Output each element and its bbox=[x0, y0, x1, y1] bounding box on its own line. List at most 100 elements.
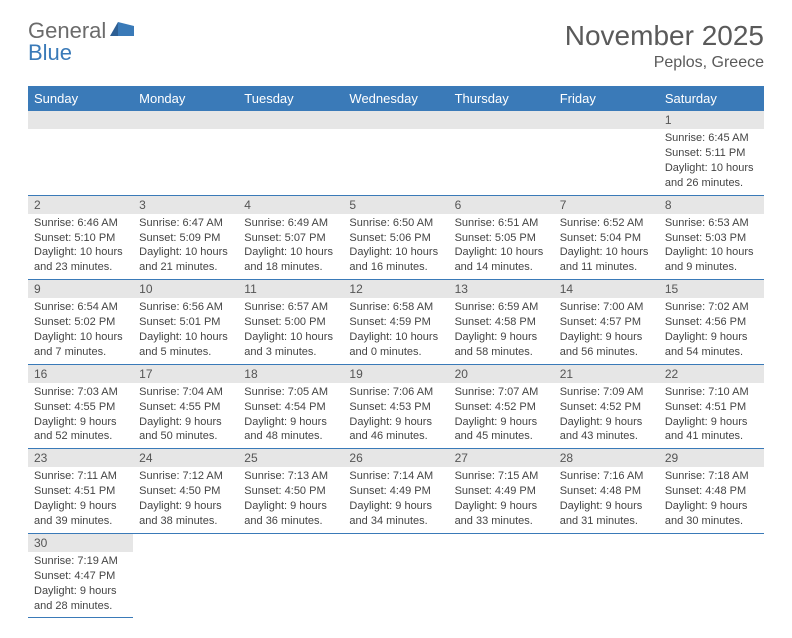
calendar-cell: 27Sunrise: 7:15 AMSunset: 4:49 PMDayligh… bbox=[449, 449, 554, 534]
calendar-week-row: 9 Sunrise: 6:54 AMSunset: 5:02 PM Daylight… bbox=[28, 280, 764, 365]
daylight-text: Daylight: 9 hours and 38 minutes. bbox=[139, 499, 232, 529]
daylight-text: Daylight: 9 hours and 52 minutes. bbox=[34, 415, 127, 445]
day-details: Sunrise: 7:03 AMSunset: 4:55 PMDaylight:… bbox=[28, 383, 133, 448]
day-details: Sunrise: 7:13 AMSunset: 4:50 PMDaylight:… bbox=[238, 467, 343, 532]
day-details: Sunrise: 7:09 AMSunset: 4:52 PMDaylight:… bbox=[554, 383, 659, 448]
sunrise-text: Sunrise: 6:51 AM bbox=[455, 216, 548, 231]
day-number: 5 bbox=[343, 196, 448, 214]
sunset-text: Sunset: 4:51 PM bbox=[665, 400, 758, 415]
day-number: 7 bbox=[554, 196, 659, 214]
day-number: 9 bbox=[28, 280, 133, 298]
day-header: Tuesday bbox=[238, 86, 343, 111]
day-details: Sunrise: 6:58 AMSunset: 4:59 PMDaylight:… bbox=[343, 298, 448, 363]
sunset-text: Sunset: 4:50 PM bbox=[139, 484, 232, 499]
calendar-cell bbox=[238, 533, 343, 618]
daylight-text: Daylight: 9 hours and 58 minutes. bbox=[455, 330, 548, 360]
logo-text-2: Blue bbox=[28, 42, 136, 64]
sunset-text: Sunset: 4:49 PM bbox=[349, 484, 442, 499]
sunrise-text: Sunrise: 7:18 AM bbox=[665, 469, 758, 484]
sunset-text: Sunset: 4:56 PM bbox=[665, 315, 758, 330]
logo: General Blue bbox=[28, 20, 136, 64]
sunset-text: Sunset: 4:47 PM bbox=[34, 569, 127, 584]
calendar-cell bbox=[133, 111, 238, 195]
daylight-text: Daylight: 9 hours and 41 minutes. bbox=[665, 415, 758, 445]
day-number: 16 bbox=[28, 365, 133, 383]
calendar-cell: 16Sunrise: 7:03 AMSunset: 4:55 PMDayligh… bbox=[28, 364, 133, 449]
day-number: 19 bbox=[343, 365, 448, 383]
calendar-cell: 11Sunrise: 6:57 AMSunset: 5:00 PMDayligh… bbox=[238, 280, 343, 365]
daylight-text: Daylight: 9 hours and 46 minutes. bbox=[349, 415, 442, 445]
sunset-text: Sunset: 5:03 PM bbox=[665, 231, 758, 246]
sunrise-text: Sunrise: 7:04 AM bbox=[139, 385, 232, 400]
day-header: Wednesday bbox=[343, 86, 448, 111]
calendar-cell: 22Sunrise: 7:10 AMSunset: 4:51 PMDayligh… bbox=[659, 364, 764, 449]
sunrise-text: Sunrise: 7:16 AM bbox=[560, 469, 653, 484]
sunset-text: Sunset: 5:02 PM bbox=[34, 315, 127, 330]
calendar-cell: 18Sunrise: 7:05 AMSunset: 4:54 PMDayligh… bbox=[238, 364, 343, 449]
day-number: 4 bbox=[238, 196, 343, 214]
day-number: 20 bbox=[449, 365, 554, 383]
sunrise-text: Sunrise: 7:13 AM bbox=[244, 469, 337, 484]
calendar-cell: 5Sunrise: 6:50 AMSunset: 5:06 PMDaylight… bbox=[343, 195, 448, 280]
sunrise-text: Sunrise: 6:53 AM bbox=[665, 216, 758, 231]
location-label: Peplos, Greece bbox=[565, 54, 764, 72]
day-details: Sunrise: 7:19 AMSunset: 4:47 PMDaylight:… bbox=[28, 552, 133, 617]
calendar-header-row: SundayMondayTuesdayWednesdayThursdayFrid… bbox=[28, 86, 764, 111]
sunset-text: Sunset: 5:05 PM bbox=[455, 231, 548, 246]
day-number: 18 bbox=[238, 365, 343, 383]
sunset-text: Sunset: 5:11 PM bbox=[665, 146, 758, 161]
day-number: 11 bbox=[238, 280, 343, 298]
day-header: Monday bbox=[133, 86, 238, 111]
day-details: Sunrise: 7:11 AMSunset: 4:51 PMDaylight:… bbox=[28, 467, 133, 532]
calendar-cell: 14Sunrise: 7:00 AMSunset: 4:57 PMDayligh… bbox=[554, 280, 659, 365]
day-details: Sunrise: 7:07 AMSunset: 4:52 PMDaylight:… bbox=[449, 383, 554, 448]
sunrise-text: Sunrise: 7:10 AM bbox=[665, 385, 758, 400]
sunset-text: Sunset: 5:00 PM bbox=[244, 315, 337, 330]
day-number: 26 bbox=[343, 449, 448, 467]
sunrise-text: Sunrise: 7:07 AM bbox=[455, 385, 548, 400]
daylight-text: Daylight: 9 hours and 36 minutes. bbox=[244, 499, 337, 529]
calendar-cell bbox=[659, 533, 764, 618]
calendar-week-row: 2Sunrise: 6:46 AMSunset: 5:10 PMDaylight… bbox=[28, 195, 764, 280]
daylight-text: Daylight: 9 hours and 39 minutes. bbox=[34, 499, 127, 529]
sunset-text: Sunset: 4:50 PM bbox=[244, 484, 337, 499]
sunset-text: Sunset: 5:04 PM bbox=[560, 231, 653, 246]
daylight-text: Daylight: 10 hours and 23 minutes. bbox=[34, 245, 127, 275]
day-number: 1 bbox=[659, 111, 764, 129]
daylight-text: Daylight: 9 hours and 33 minutes. bbox=[455, 499, 548, 529]
day-header: Friday bbox=[554, 86, 659, 111]
day-number-bar bbox=[28, 111, 133, 129]
day-details: Sunrise: 7:05 AMSunset: 4:54 PMDaylight:… bbox=[238, 383, 343, 448]
daylight-text: Daylight: 9 hours and 28 minutes. bbox=[34, 584, 127, 614]
calendar-cell: 13Sunrise: 6:59 AMSunset: 4:58 PMDayligh… bbox=[449, 280, 554, 365]
daylight-text: Daylight: 10 hours and 21 minutes. bbox=[139, 245, 232, 275]
sunrise-text: Sunrise: 6:46 AM bbox=[34, 216, 127, 231]
calendar-cell: 19Sunrise: 7:06 AMSunset: 4:53 PMDayligh… bbox=[343, 364, 448, 449]
daylight-text: Daylight: 10 hours and 26 minutes. bbox=[665, 161, 758, 191]
daylight-text: Daylight: 9 hours and 50 minutes. bbox=[139, 415, 232, 445]
day-number: 15 bbox=[659, 280, 764, 298]
sunrise-text: Sunrise: 6:54 AM bbox=[34, 300, 127, 315]
sunset-text: Sunset: 5:09 PM bbox=[139, 231, 232, 246]
sunrise-text: Sunrise: 7:06 AM bbox=[349, 385, 442, 400]
sunrise-text: Sunrise: 7:00 AM bbox=[560, 300, 653, 315]
sunrise-text: Sunrise: 7:19 AM bbox=[34, 554, 127, 569]
calendar-cell bbox=[133, 533, 238, 618]
calendar-cell bbox=[343, 533, 448, 618]
day-number: 2 bbox=[28, 196, 133, 214]
sunrise-text: Sunrise: 7:09 AM bbox=[560, 385, 653, 400]
daylight-text: Daylight: 9 hours and 30 minutes. bbox=[665, 499, 758, 529]
daylight-text: Daylight: 10 hours and 3 minutes. bbox=[244, 330, 337, 360]
day-details: Sunrise: 7:06 AMSunset: 4:53 PMDaylight:… bbox=[343, 383, 448, 448]
calendar-cell: 8Sunrise: 6:53 AMSunset: 5:03 PMDaylight… bbox=[659, 195, 764, 280]
calendar-week-row: 23Sunrise: 7:11 AMSunset: 4:51 PMDayligh… bbox=[28, 449, 764, 534]
day-number: 25 bbox=[238, 449, 343, 467]
sunset-text: Sunset: 4:55 PM bbox=[34, 400, 127, 415]
day-header: Saturday bbox=[659, 86, 764, 111]
daylight-text: Daylight: 10 hours and 14 minutes. bbox=[455, 245, 548, 275]
calendar-cell: 20Sunrise: 7:07 AMSunset: 4:52 PMDayligh… bbox=[449, 364, 554, 449]
day-number: 10 bbox=[133, 280, 238, 298]
calendar-cell bbox=[449, 111, 554, 195]
sunrise-text: Sunrise: 7:11 AM bbox=[34, 469, 127, 484]
day-details: Sunrise: 7:16 AMSunset: 4:48 PMDaylight:… bbox=[554, 467, 659, 532]
